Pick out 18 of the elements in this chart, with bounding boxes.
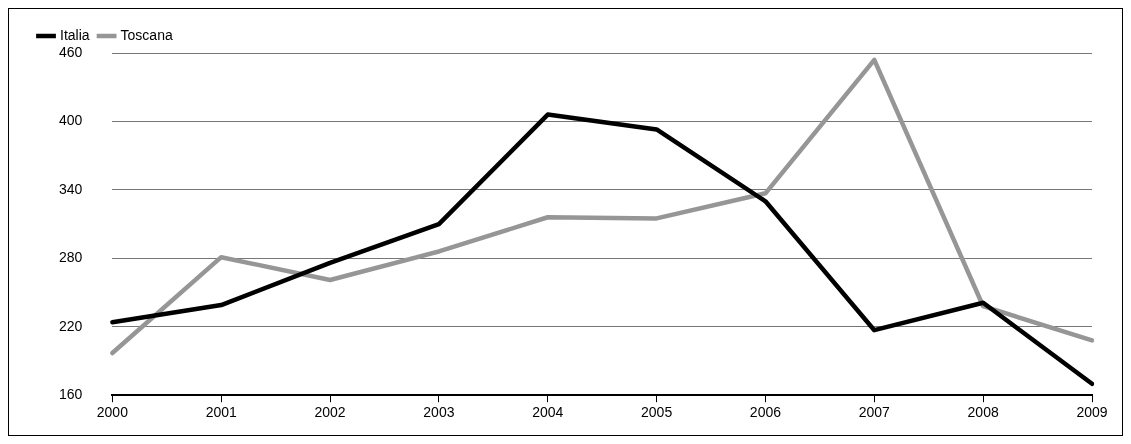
x-tick-label: 2006	[749, 404, 782, 421]
y-tick-label: 340	[59, 180, 83, 197]
x-tick-label: 2009	[1076, 404, 1108, 421]
y-tick-label: 160	[59, 386, 83, 403]
x-tick-label: 2008	[967, 404, 999, 421]
y-tick-label: 400	[59, 112, 83, 129]
x-tick-label: 2003	[423, 404, 455, 421]
y-tick-label: 460	[59, 43, 83, 60]
legend-label: Italia	[60, 26, 90, 43]
x-tick-label: 2000	[96, 404, 129, 421]
x-tick-label: 2007	[858, 404, 891, 421]
legend-label: Toscana	[120, 26, 173, 43]
x-tick-label: 2002	[314, 404, 346, 421]
y-tick-label: 220	[59, 317, 83, 334]
x-tick-label: 2004	[532, 404, 564, 421]
x-tick-label: 2001	[205, 404, 237, 421]
y-tick-label: 280	[59, 249, 83, 266]
x-tick-label: 2005	[641, 404, 673, 421]
